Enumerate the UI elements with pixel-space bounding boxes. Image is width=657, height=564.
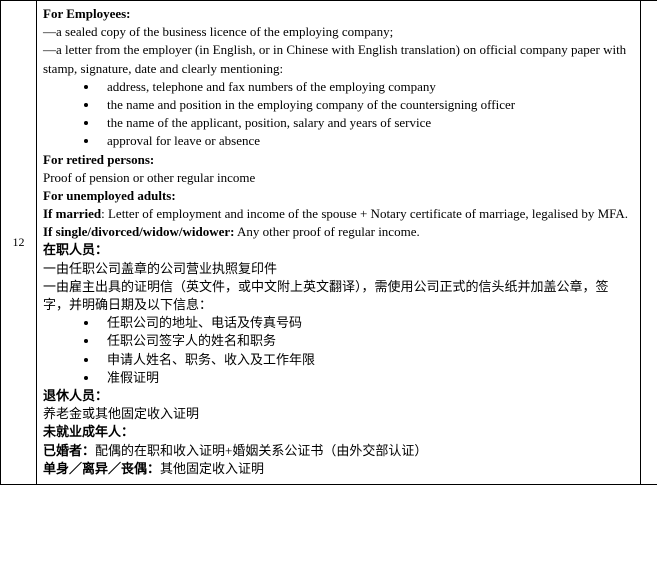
retired-text: Proof of pension or other regular income (43, 169, 630, 187)
cn-emp-line1: 一由任职公司盖章的公司营业执照复印件 (43, 260, 630, 278)
cn-emp-bullet-4: 准假证明 (99, 369, 630, 387)
row-content-cell: For Employees: —a sealed copy of the bus… (37, 1, 641, 485)
cn-emp-bullets: 任职公司的地址、电话及传真号码 任职公司签字人的姓名和职务 申请人姓名、职务、收… (43, 314, 630, 387)
row-number: 12 (13, 235, 25, 249)
row-number-cell: 12 (1, 1, 37, 485)
single-label: If single/divorced/widow/widower: (43, 224, 235, 239)
married-label: If married (43, 206, 101, 221)
cn-single-line: 单身／离异／丧偶：其他固定收入证明 (43, 460, 630, 478)
cn-single-label: 单身／离异／丧偶： (43, 461, 160, 476)
emp-bullet-2: the name and position in the employing c… (99, 96, 630, 114)
cn-unemp-header: 未就业成年人： (43, 423, 630, 441)
right-gutter-cell (641, 1, 657, 485)
emp-bullet-3: the name of the applicant, position, sal… (99, 114, 630, 132)
single-text: Any other proof of regular income. (235, 224, 420, 239)
emp-line2: —a letter from the employer (in English,… (43, 41, 630, 77)
emp-bullet-1: address, telephone and fax numbers of th… (99, 78, 630, 96)
single-line: If single/divorced/widow/widower: Any ot… (43, 223, 630, 241)
cn-married-line: 已婚者：配偶的在职和收入证明+婚姻关系公证书（由外交部认证） (43, 442, 630, 460)
cn-emp-line2: 一由雇主出具的证明信（英文件，或中文附上英文翻译），需使用公司正式的信头纸并加盖… (43, 278, 630, 314)
cn-married-label: 已婚者： (43, 443, 95, 458)
table-row: 12 For Employees: —a sealed copy of the … (1, 1, 657, 485)
married-line: If married: Letter of employment and inc… (43, 205, 630, 223)
cn-married-text: 配偶的在职和收入证明+婚姻关系公证书（由外交部认证） (95, 443, 427, 458)
document-table: 12 For Employees: —a sealed copy of the … (0, 0, 657, 485)
cn-single-text: 其他固定收入证明 (160, 461, 264, 476)
cn-emp-bullet-3: 申请人姓名、职务、收入及工作年限 (99, 351, 630, 369)
emp-bullets: address, telephone and fax numbers of th… (43, 78, 630, 151)
emp-line1: —a sealed copy of the business licence o… (43, 23, 630, 41)
cn-emp-bullet-1: 任职公司的地址、电话及传真号码 (99, 314, 630, 332)
retired-header: For retired persons: (43, 151, 630, 169)
cn-emp-bullet-2: 任职公司签字人的姓名和职务 (99, 332, 630, 350)
cn-retired-header: 退休人员： (43, 387, 630, 405)
employees-header: For Employees: (43, 5, 630, 23)
unemp-header: For unemployed adults: (43, 187, 630, 205)
cn-retired-text: 养老金或其他固定收入证明 (43, 405, 630, 423)
cn-emp-header: 在职人员： (43, 241, 630, 259)
married-text: : Letter of employment and income of the… (101, 206, 628, 221)
emp-bullet-4: approval for leave or absence (99, 132, 630, 150)
